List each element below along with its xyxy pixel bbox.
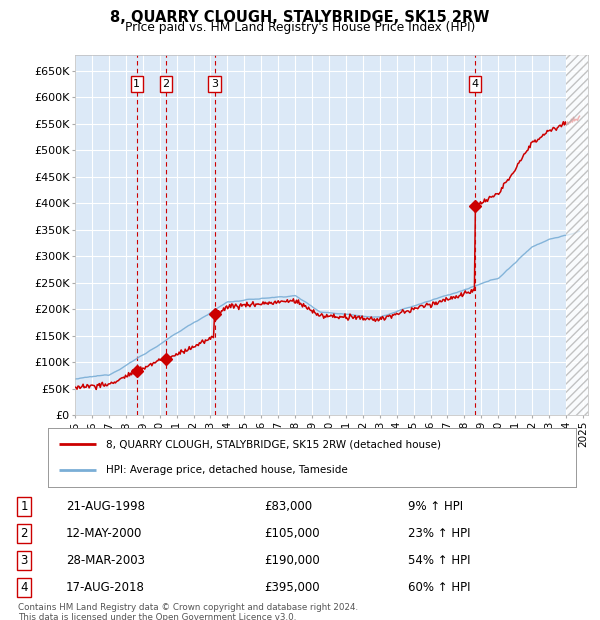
Text: 2: 2 <box>20 527 28 540</box>
Text: 23% ↑ HPI: 23% ↑ HPI <box>408 527 470 540</box>
Text: 1: 1 <box>20 500 28 513</box>
Text: 1: 1 <box>133 79 140 89</box>
Text: 17-AUG-2018: 17-AUG-2018 <box>66 582 145 595</box>
Text: 2: 2 <box>163 79 169 89</box>
Text: £105,000: £105,000 <box>264 527 320 540</box>
Text: 8, QUARRY CLOUGH, STALYBRIDGE, SK15 2RW (detached house): 8, QUARRY CLOUGH, STALYBRIDGE, SK15 2RW … <box>106 440 441 450</box>
Text: 3: 3 <box>20 554 28 567</box>
Text: HPI: Average price, detached house, Tameside: HPI: Average price, detached house, Tame… <box>106 466 348 476</box>
Text: Contains HM Land Registry data © Crown copyright and database right 2024.
This d: Contains HM Land Registry data © Crown c… <box>18 603 358 620</box>
Text: 4: 4 <box>20 582 28 595</box>
Text: £395,000: £395,000 <box>264 582 320 595</box>
Bar <box>566 55 588 415</box>
Text: Price paid vs. HM Land Registry's House Price Index (HPI): Price paid vs. HM Land Registry's House … <box>125 21 475 34</box>
Text: £83,000: £83,000 <box>264 500 312 513</box>
Text: 4: 4 <box>472 79 479 89</box>
Text: 12-MAY-2000: 12-MAY-2000 <box>66 527 142 540</box>
Text: £190,000: £190,000 <box>264 554 320 567</box>
Text: 21-AUG-1998: 21-AUG-1998 <box>66 500 145 513</box>
Text: 60% ↑ HPI: 60% ↑ HPI <box>408 582 470 595</box>
Text: 8, QUARRY CLOUGH, STALYBRIDGE, SK15 2RW: 8, QUARRY CLOUGH, STALYBRIDGE, SK15 2RW <box>110 10 490 25</box>
Text: 54% ↑ HPI: 54% ↑ HPI <box>408 554 470 567</box>
Text: 28-MAR-2003: 28-MAR-2003 <box>66 554 145 567</box>
Text: 3: 3 <box>211 79 218 89</box>
Text: 9% ↑ HPI: 9% ↑ HPI <box>408 500 463 513</box>
